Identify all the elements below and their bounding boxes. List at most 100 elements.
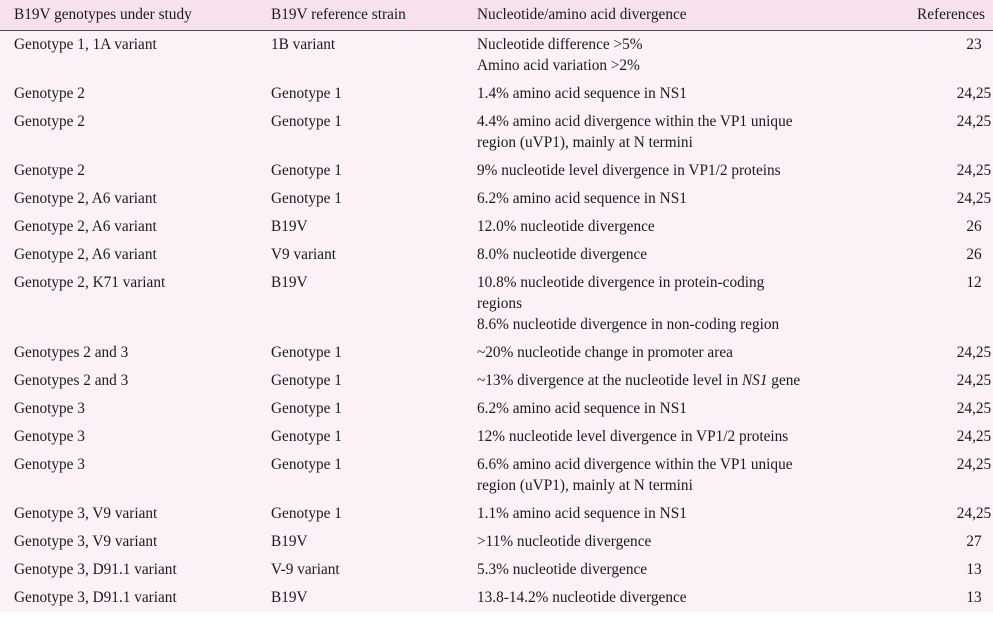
table-row: Genotype 3 Genotype 1 6.6% amino acid dive… <box>0 451 993 500</box>
cell-genotype: Genotype 2, K71 variant <box>14 274 166 291</box>
cell-reference-strain: Genotype 1 <box>271 162 342 179</box>
cell-genotype: Genotypes 2 and 3 <box>14 344 129 361</box>
cell-reference-strain: Genotype 1 <box>271 505 342 522</box>
cell-divergence: 9% nucleotide level divergence in VP1/2 … <box>463 157 883 185</box>
cell-genotype: Genotype 3, D91.1 variant <box>14 589 177 606</box>
divergence-line: region (uVP1), mainly at N termini <box>477 134 693 151</box>
table-row: Genotypes 2 and 3 Genotype 1 ~13% divergen… <box>0 367 993 395</box>
cell-genotype: Genotype 2, A6 variant <box>14 190 157 207</box>
table-row: Genotype 3, D91.1 variant V-9 variant 5.3%… <box>0 556 993 584</box>
cell-references: 24,25 <box>956 162 992 179</box>
cell-genotype: Genotype 1, 1A variant <box>14 36 157 53</box>
cell-reference-strain: V-9 variant <box>271 561 340 578</box>
cell-divergence: 10.8% nucleotide divergence in protein-c… <box>463 269 883 339</box>
divergence-line: 6.6% amino acid divergence within the VP… <box>477 456 793 473</box>
header-references: References <box>883 0 993 31</box>
cell-genotype: Genotype 3, V9 variant <box>14 533 158 550</box>
divergence-line: 12.0% nucleotide divergence <box>477 218 655 235</box>
table-row: Genotype 3, V9 variant Genotype 1 1.1% ami… <box>0 500 993 528</box>
cell-references: 24,25 <box>956 400 992 417</box>
divergence-line: 8.0% nucleotide divergence <box>477 246 648 263</box>
cell-references: 24,25 <box>956 372 992 389</box>
cell-references: 26 <box>966 218 982 235</box>
divergence-line: 1.1% amino acid sequence in NS1 <box>477 505 687 522</box>
table-row: Genotype 2, A6 variant Genotype 1 6.2% ami… <box>0 185 993 213</box>
cell-reference-strain: Genotype 1 <box>271 190 342 207</box>
cell-references: 24,25 <box>956 85 992 102</box>
cell-divergence: >11% nucleotide divergence <box>463 528 883 556</box>
divergence-line: regions <box>477 295 523 312</box>
divergence-line: 13.8-14.2% nucleotide divergence <box>477 589 687 606</box>
cell-references: 24,25 <box>956 344 992 361</box>
cell-reference-strain: Genotype 1 <box>271 372 342 389</box>
table-body: Genotype 1, 1A variant 1B variant Nucleoti… <box>0 30 993 612</box>
cell-divergence: Nucleotide difference >5% Amino acid vari… <box>463 31 883 81</box>
cell-genotype: Genotype 3 <box>14 428 85 445</box>
cell-reference-strain: B19V <box>271 589 308 606</box>
divergence-line: ~20% nucleotide change in promoter area <box>477 344 733 361</box>
divergence-line: >11% nucleotide divergence <box>477 533 652 550</box>
cell-genotype: Genotype 2 <box>14 113 85 130</box>
cell-references: 24,25 <box>956 190 992 207</box>
cell-genotype: Genotype 2 <box>14 162 85 179</box>
table-row: Genotype 3, V9 variant B19V >11% nucleotid… <box>0 528 993 556</box>
cell-references: 27 <box>966 533 982 550</box>
divergence-text: gene <box>767 372 801 389</box>
divergence-line: 10.8% nucleotide divergence in protein-c… <box>477 274 765 291</box>
cell-reference-strain: Genotype 1 <box>271 428 342 445</box>
cell-references: 13 <box>966 589 982 606</box>
cell-genotype: Genotype 3, V9 variant <box>14 505 158 522</box>
cell-divergence: ~20% nucleotide change in promoter area <box>463 339 883 367</box>
cell-references: 24,25 <box>956 428 992 445</box>
cell-references: 13 <box>966 561 982 578</box>
cell-genotype: Genotype 2, A6 variant <box>14 218 157 235</box>
divergence-line: Amino acid variation >2% <box>477 57 640 74</box>
table-row: Genotype 3 Genotype 1 12% nucleotide level… <box>0 423 993 451</box>
header-divergence: Nucleotide/amino acid divergence <box>463 0 883 31</box>
cell-reference-strain: B19V <box>271 274 308 291</box>
cell-reference-strain: B19V <box>271 533 308 550</box>
table-row: Genotype 2 Genotype 1 4.4% amino acid dive… <box>0 108 993 157</box>
cell-divergence: 6.2% amino acid sequence in NS1 <box>463 185 883 213</box>
cell-reference-strain: V9 variant <box>271 246 336 263</box>
cell-genotype: Genotype 2 <box>14 85 85 102</box>
cell-divergence: 4.4% amino acid divergence within the VP… <box>463 108 883 157</box>
divergence-line: 12% nucleotide level divergence in VP1/2… <box>477 428 789 445</box>
table-row: Genotype 2, K71 variant B19V 10.8% nucleot… <box>0 269 993 339</box>
divergence-text: ~13% divergence at the nucleotide level … <box>477 372 742 389</box>
divergence-line: 6.2% amino acid sequence in NS1 <box>477 190 687 207</box>
cell-reference-strain: Genotype 1 <box>271 344 342 361</box>
divergence-line: 9% nucleotide level divergence in VP1/2 … <box>477 162 781 179</box>
divergence-line: 8.6% nucleotide divergence in non-coding… <box>477 316 780 333</box>
cell-divergence: ~13% divergence at the nucleotide level … <box>463 367 883 395</box>
table-row: Genotype 1, 1A variant 1B variant Nucleoti… <box>0 30 993 81</box>
cell-genotype: Genotype 3, D91.1 variant <box>14 561 177 578</box>
divergence-line: 6.2% amino acid sequence in NS1 <box>477 400 687 417</box>
table-row: Genotypes 2 and 3 Genotype 1 ~20% nucleoti… <box>0 339 993 367</box>
cell-references: 23 <box>966 36 982 53</box>
cell-divergence: 12% nucleotide level divergence in VP1/2… <box>463 423 883 451</box>
cell-reference-strain: B19V <box>271 218 308 235</box>
divergence-line: 4.4% amino acid divergence within the VP… <box>477 113 793 130</box>
cell-reference-strain: 1B variant <box>271 36 336 53</box>
cell-divergence: 13.8-14.2% nucleotide divergence <box>463 584 883 612</box>
cell-reference-strain: Genotype 1 <box>271 113 342 130</box>
cell-references: 26 <box>966 246 982 263</box>
cell-reference-strain: Genotype 1 <box>271 456 342 473</box>
cell-reference-strain: Genotype 1 <box>271 400 342 417</box>
table-row: Genotype 2, A6 variant V9 variant 8.0% nuc… <box>0 241 993 269</box>
cell-divergence: 1.1% amino acid sequence in NS1 <box>463 500 883 528</box>
table-row: Genotype 2 Genotype 1 9% nucleotide level … <box>0 157 993 185</box>
header-reference-strain: B19V reference strain <box>257 0 463 31</box>
cell-divergence: 6.2% amino acid sequence in NS1 <box>463 395 883 423</box>
cell-divergence: 12.0% nucleotide divergence <box>463 213 883 241</box>
header-genotype: B19V genotypes under study <box>0 0 257 31</box>
cell-divergence: 1.4% amino acid sequence in NS1 <box>463 80 883 108</box>
cell-genotype: Genotypes 2 and 3 <box>14 372 129 389</box>
cell-references: 12 <box>966 274 982 291</box>
divergence-line: Nucleotide difference >5% <box>477 36 643 53</box>
cell-reference-strain: Genotype 1 <box>271 85 342 102</box>
cell-references: 24,25 <box>956 113 992 130</box>
cell-genotype: Genotype 3 <box>14 400 85 417</box>
